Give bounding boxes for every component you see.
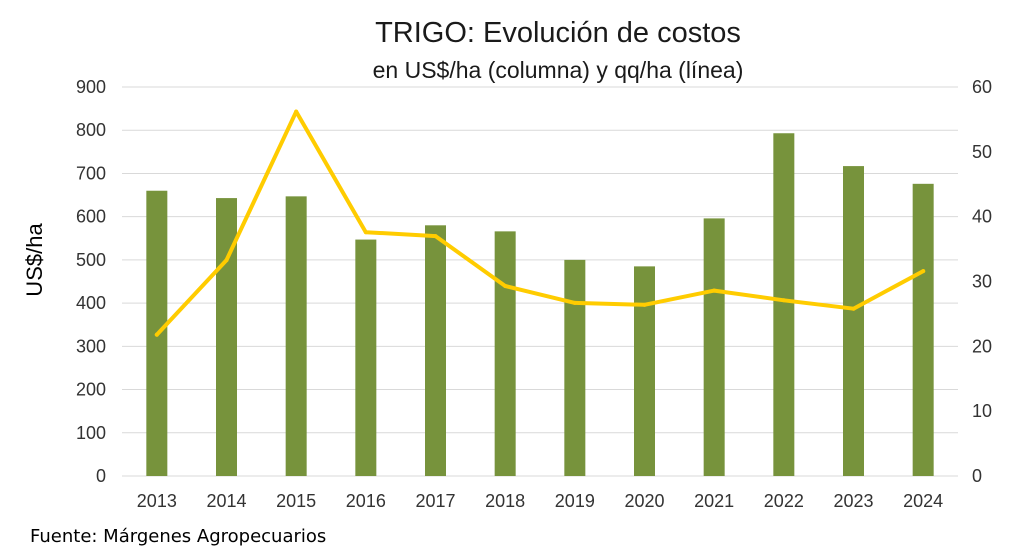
- chart-title: TRIGO: Evolución de costos: [375, 17, 741, 49]
- y-tick-label: 100: [76, 423, 106, 443]
- bar: [564, 259, 586, 476]
- y-tick-label: 400: [76, 293, 106, 313]
- line-point: [433, 234, 438, 239]
- x-tick-label: 2018: [485, 491, 525, 511]
- line-point: [921, 269, 926, 274]
- y2-tick-label: 40: [972, 207, 992, 227]
- line-point: [363, 230, 368, 235]
- bar: [773, 133, 795, 476]
- line-path: [154, 109, 926, 337]
- gridlines: [122, 86, 958, 477]
- bar: [703, 218, 725, 476]
- chart-subtitle: en US$/ha (columna) y qq/ha (línea): [373, 57, 744, 83]
- y2-tick-label: 50: [972, 142, 992, 162]
- y-tick-label: 300: [76, 336, 106, 356]
- x-tick-label: 2019: [555, 491, 595, 511]
- x-tick-label: 2022: [764, 491, 804, 511]
- line-point: [154, 332, 159, 337]
- y-tick-label: 800: [76, 120, 106, 140]
- bar: [843, 166, 864, 476]
- x-tick-label: 2014: [206, 491, 246, 511]
- bar: [425, 225, 446, 476]
- line-point: [294, 109, 299, 114]
- line-point: [712, 288, 717, 293]
- x-tick-label: 2023: [833, 491, 873, 511]
- bar: [494, 231, 516, 476]
- y-axis-left-ticks: 0 100 200 300 400 500 600 700 800 900: [76, 77, 106, 486]
- y-tick-label: 200: [76, 380, 106, 400]
- x-tick-label: 2016: [346, 491, 386, 511]
- bar: [634, 266, 655, 476]
- line-point: [851, 306, 856, 311]
- source-note: Fuente: Márgenes Agropecuarios: [30, 526, 326, 547]
- y-tick-label: 600: [76, 207, 106, 227]
- y-axis-label: US$/ha: [22, 223, 47, 297]
- line-point: [224, 258, 229, 263]
- bar: [912, 183, 934, 476]
- x-tick-label: 2017: [415, 491, 455, 511]
- y-tick-label: 0: [96, 466, 106, 486]
- y2-tick-label: 10: [972, 401, 992, 421]
- y-tick-label: 900: [76, 77, 106, 97]
- x-tick-label: 2024: [903, 491, 943, 511]
- x-axis-ticks: 2013 2014 2015 2016 2017 2018 2019 2020 2021 2022…: [137, 491, 943, 511]
- x-tick-label: 2015: [276, 491, 316, 511]
- y2-tick-label: 20: [972, 336, 992, 356]
- line-point: [642, 302, 647, 307]
- y2-tick-label: 60: [972, 77, 992, 97]
- y2-tick-label: 30: [972, 272, 992, 292]
- line-series: [154, 109, 926, 337]
- bar: [355, 239, 377, 476]
- y-tick-label: 500: [76, 250, 106, 270]
- x-tick-label: 2021: [694, 491, 734, 511]
- x-tick-label: 2020: [624, 491, 664, 511]
- line-point: [781, 298, 786, 303]
- line-point: [572, 300, 577, 305]
- line-point: [503, 284, 508, 289]
- x-tick-label: 2013: [137, 491, 177, 511]
- y2-tick-label: 0: [972, 466, 982, 486]
- bar: [285, 196, 307, 476]
- y-axis-right-ticks: 0 10 20 30 40 50 60: [972, 77, 992, 486]
- y-tick-label: 700: [76, 163, 106, 183]
